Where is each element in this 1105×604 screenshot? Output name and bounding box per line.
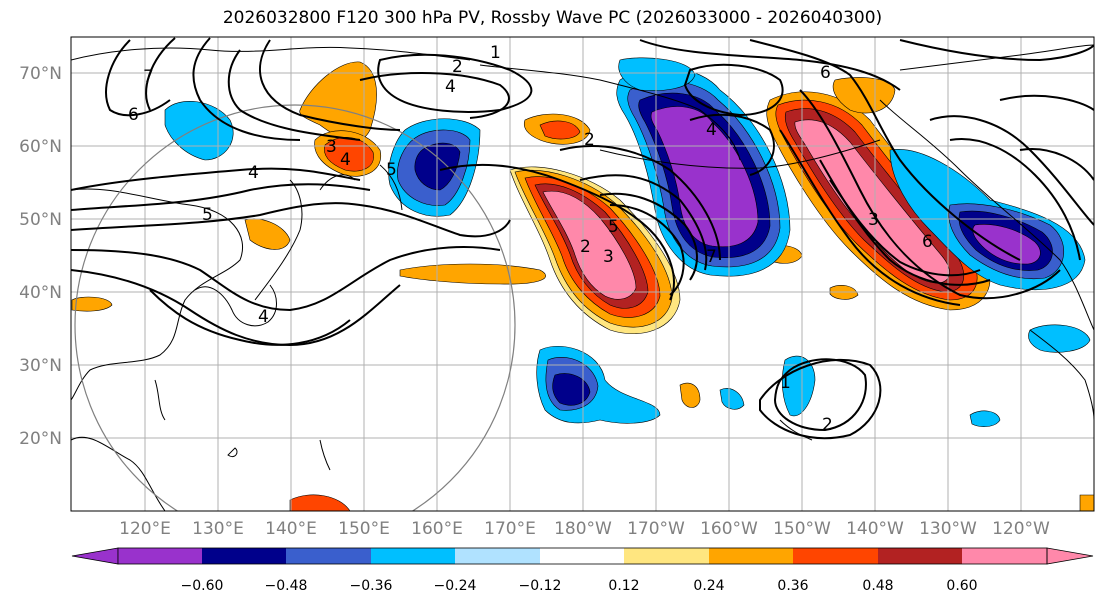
- lon-label: 120°E: [119, 519, 171, 539]
- colorbar-segment: [709, 548, 793, 564]
- colorbar-segments: [71, 547, 1094, 565]
- contour-label: 6: [922, 232, 933, 252]
- colorbar-extend-low: [71, 547, 119, 565]
- colorbar-tick-label: −0.60: [181, 578, 224, 594]
- contour-label: 4: [445, 77, 456, 97]
- contour-label: 3: [603, 247, 614, 267]
- map-frame: [70, 36, 1095, 512]
- lon-label: 120°W: [992, 519, 1050, 539]
- colorbar-segment: [962, 548, 1047, 564]
- lon-label: 170°E: [484, 519, 536, 539]
- contour-label: 7: [706, 247, 717, 267]
- colorbar-segment: [202, 548, 286, 564]
- colorbar-tick-label: 0.12: [608, 578, 639, 594]
- lat-label: 20°N: [19, 429, 62, 449]
- contour-label: 4: [258, 307, 269, 327]
- contour-label: 6: [820, 63, 831, 83]
- colorbar-segment: [286, 548, 371, 564]
- lon-label: 180°W: [554, 519, 612, 539]
- colorbar-segment: [455, 548, 540, 564]
- contour-labels: 1 2 4 6 7 4 3 4 5 5 2 5 4 2 3 4 6 3 6 1 …: [128, 43, 933, 435]
- lon-label: 150°E: [338, 519, 390, 539]
- contour-label: 3: [868, 210, 879, 230]
- contour-label: 2: [452, 57, 463, 77]
- colorbar-segment: [540, 548, 624, 564]
- contour-label: 5: [202, 205, 213, 225]
- rossby-pc-contours: [71, 37, 1094, 440]
- contour-label: 7: [143, 67, 154, 87]
- contour-label: 2: [822, 415, 833, 435]
- contour-label: 5: [608, 217, 619, 237]
- colorbar-frame: [117, 547, 1048, 565]
- contour-label: 2: [584, 130, 595, 150]
- range-circle: [74, 104, 516, 511]
- contour-label: 4: [706, 120, 717, 140]
- lon-label: 160°E: [411, 519, 463, 539]
- lat-label: 40°N: [19, 283, 62, 303]
- lon-label: 130°W: [919, 519, 977, 539]
- contour-label: 1: [490, 43, 501, 63]
- pv-negative-anomalies: [164, 57, 1091, 427]
- colorbar-ticks: −0.60 −0.48 −0.36 −0.24 −0.12 0.12 0.24 …: [181, 578, 978, 594]
- contour-label: 4: [248, 163, 259, 183]
- colorbar-segment: [118, 548, 202, 564]
- contour-label: 3: [326, 137, 337, 157]
- lon-label: 130°E: [192, 519, 244, 539]
- lon-label: 150°W: [773, 519, 831, 539]
- lon-label: 160°W: [700, 519, 758, 539]
- lat-label: 30°N: [19, 356, 62, 376]
- colorbar-tick-label: −0.36: [350, 578, 393, 594]
- colorbar-tick-label: 0.36: [777, 578, 808, 594]
- colorbar-segment: [371, 548, 455, 564]
- contour-label: 4: [340, 150, 351, 170]
- longitude-labels: 120°E 130°E 140°E 150°E 160°E 170°E 180°…: [119, 519, 1050, 539]
- lat-label: 70°N: [19, 64, 62, 84]
- coastlines: [71, 44, 1094, 511]
- colorbar: −0.60 −0.48 −0.36 −0.24 −0.12 0.12 0.24 …: [71, 547, 1094, 594]
- lon-label: 140°E: [265, 519, 317, 539]
- map-title: 2026032800 F120 300 hPa PV, Rossby Wave …: [222, 8, 883, 28]
- latitude-labels: 70°N 60°N 50°N 40°N 30°N 20°N: [19, 64, 62, 449]
- colorbar-tick-label: −0.12: [519, 578, 562, 594]
- colorbar-segment: [793, 548, 878, 564]
- contour-label: 6: [128, 105, 139, 125]
- contour-label: 2: [580, 237, 591, 257]
- colorbar-segment: [878, 548, 962, 564]
- colorbar-segment: [624, 548, 709, 564]
- map-plot: 1 2 4 6 7 4 3 4 5 5 2 5 4 2 3 4 6 3 6 1 …: [71, 37, 1094, 511]
- lat-label: 50°N: [19, 210, 62, 230]
- colorbar-tick-label: 0.48: [862, 578, 893, 594]
- colorbar-tick-label: 0.24: [693, 578, 724, 594]
- lon-label: 170°W: [627, 519, 685, 539]
- lat-label: 60°N: [19, 137, 62, 157]
- colorbar-tick-label: 0.60: [946, 578, 977, 594]
- contour-label: 1: [780, 373, 791, 393]
- colorbar-extend-high: [1046, 547, 1094, 565]
- contour-label: 5: [386, 160, 397, 180]
- colorbar-tick-label: −0.24: [434, 578, 477, 594]
- graticule: [71, 37, 1094, 511]
- lon-label: 140°W: [846, 519, 904, 539]
- colorbar-tick-label: −0.48: [265, 578, 308, 594]
